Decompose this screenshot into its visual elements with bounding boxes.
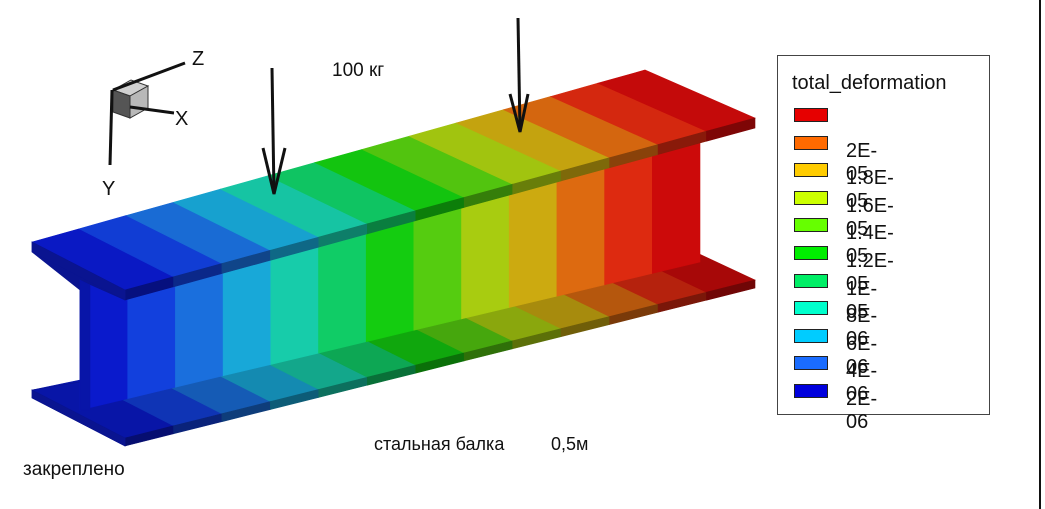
legend-value: 8E-06 bbox=[846, 305, 878, 351]
top-flange-edge-band bbox=[706, 117, 756, 142]
color-legend: total_deformation 2E-05 1.8E-05 1.6E-05 1.4… bbox=[777, 55, 990, 433]
i-beam bbox=[31, 69, 756, 447]
legend-swatch bbox=[794, 356, 828, 371]
fixed-support-label: закреплено bbox=[23, 459, 125, 480]
legend-value: 1.8E-05 bbox=[846, 167, 894, 213]
legend-swatch bbox=[794, 190, 828, 205]
legend-value: 4E-06 bbox=[846, 360, 878, 406]
legend-value: 6E-06 bbox=[846, 332, 878, 378]
legend-swatch bbox=[794, 273, 828, 288]
legend-swatch bbox=[794, 384, 828, 398]
legend-value: 1.6E-05 bbox=[846, 194, 894, 240]
legend-value: 2E-06 bbox=[846, 388, 878, 433]
fixed-end-top-flange bbox=[31, 241, 126, 301]
bottom-flange-edge-band bbox=[706, 279, 756, 301]
web-band bbox=[604, 150, 653, 286]
legend-value: 1E-05 bbox=[846, 277, 878, 323]
length-label: 0,5м bbox=[551, 434, 589, 454]
load-label: 100 кг bbox=[332, 60, 385, 81]
legend-swatch bbox=[794, 135, 828, 150]
legend-swatch bbox=[794, 108, 828, 122]
legend-value: 1.4E-05 bbox=[846, 222, 894, 268]
fixed-end-web bbox=[79, 279, 91, 411]
web-band bbox=[556, 161, 605, 297]
legend-value: 1.2E-05 bbox=[846, 250, 894, 295]
legend-swatch bbox=[794, 328, 828, 343]
fixed-end-bottom-flange bbox=[31, 389, 126, 447]
legend-swatch bbox=[794, 246, 828, 260]
web-band bbox=[651, 139, 701, 274]
legend-title: total_deformation bbox=[792, 72, 947, 94]
force-arrows bbox=[261, 17, 530, 195]
axis-label-y: Y bbox=[102, 178, 116, 200]
axis-label-z: Z bbox=[192, 48, 205, 70]
axis-triad bbox=[108, 61, 186, 166]
frame-edge bbox=[1039, 0, 1041, 509]
legend-value: 2E-05 bbox=[846, 139, 878, 185]
legend-swatch bbox=[794, 218, 828, 233]
beam-label: стальная балка bbox=[374, 434, 505, 454]
axis-label-x: X bbox=[175, 108, 189, 130]
legend-swatch bbox=[794, 163, 828, 178]
legend-swatch bbox=[794, 301, 828, 316]
